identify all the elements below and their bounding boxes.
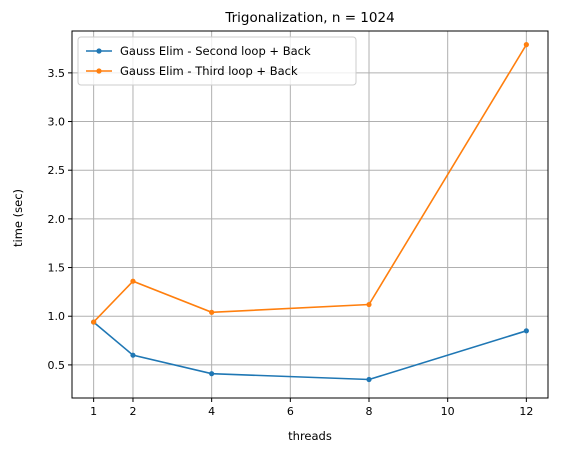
y-tick-label: 2.5 xyxy=(48,164,66,177)
x-axis-label: threads xyxy=(288,429,332,443)
series-1-point xyxy=(209,371,215,377)
series-line-2 xyxy=(93,44,528,323)
y-tick-label: 3.5 xyxy=(48,67,66,80)
legend-label: Gauss Elim - Third loop + Back xyxy=(120,64,298,78)
y-tick-label: 1.5 xyxy=(48,262,66,275)
y-tick-label: 2.0 xyxy=(48,213,66,226)
series-2-point xyxy=(366,301,372,308)
axis-ticks: 1 2 4 6 8 10 120.51.01.52.02.53.03.5 xyxy=(48,67,534,418)
legend-swatch-marker xyxy=(96,68,102,74)
series-layer xyxy=(91,42,529,383)
y-axis-label: time (sec) xyxy=(11,189,25,247)
x-tick-label: 2 xyxy=(129,405,136,418)
y-tick-label: 0.5 xyxy=(48,359,66,372)
x-tick-label: 10 xyxy=(441,405,455,418)
chart-title: Trigonalization, n = 1024 xyxy=(224,10,394,26)
legend-swatch-marker xyxy=(96,48,102,54)
series-2-point xyxy=(523,42,529,48)
legend: Gauss Elim - Second loop + Back Gauss Eli… xyxy=(77,36,357,86)
grid-lines xyxy=(72,31,548,398)
x-tick-label: 1 xyxy=(90,405,97,418)
legend-label: Gauss Elim - Second loop + Back xyxy=(120,44,311,58)
series-2-point xyxy=(209,309,215,315)
series-1-point xyxy=(523,328,529,334)
series-1-point xyxy=(130,352,136,358)
series-2-point xyxy=(91,319,97,325)
series-2-point xyxy=(130,278,136,284)
series-1-point xyxy=(366,376,372,383)
x-tick-label: 12 xyxy=(519,405,533,418)
x-tick-label: 8 xyxy=(366,405,373,418)
y-tick-label: 3.0 xyxy=(48,116,66,129)
axes-frame xyxy=(71,30,549,399)
y-tick-label: 1.0 xyxy=(48,310,66,323)
series-line-1 xyxy=(93,321,527,381)
x-tick-label: 6 xyxy=(287,405,294,418)
x-tick-label: 4 xyxy=(208,405,215,418)
legend-box xyxy=(77,36,357,86)
